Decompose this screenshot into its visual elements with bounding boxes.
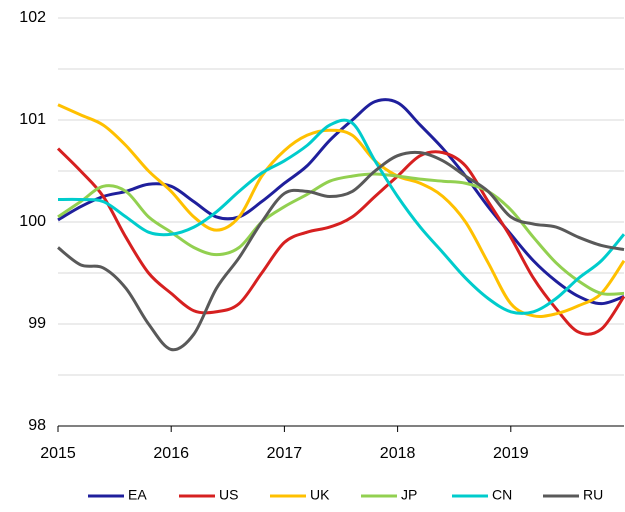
x-tick-label: 2015: [40, 445, 76, 462]
y-tick-label: 101: [19, 111, 46, 128]
legend-label: CN: [492, 487, 512, 503]
series-line: [57, 150, 625, 352]
y-tick-label: 100: [19, 213, 46, 230]
legend-label: US: [219, 487, 238, 503]
legend-label: EA: [128, 487, 147, 503]
x-tick-label: 2018: [380, 445, 416, 462]
y-tick-label: 99: [28, 315, 46, 332]
legend-label: UK: [310, 487, 330, 503]
series-line: [57, 103, 625, 318]
series-line: [57, 172, 625, 296]
series-line: [57, 118, 625, 315]
y-tick-label: 102: [19, 9, 46, 26]
series-line: [56, 147, 625, 336]
legend-label: RU: [583, 487, 603, 503]
x-tick-label: 2016: [153, 445, 189, 462]
x-tick-label: 2019: [493, 445, 529, 462]
x-tick-label: 2017: [267, 445, 303, 462]
legend-label: JP: [401, 487, 417, 503]
y-tick-label: 98: [28, 417, 46, 434]
